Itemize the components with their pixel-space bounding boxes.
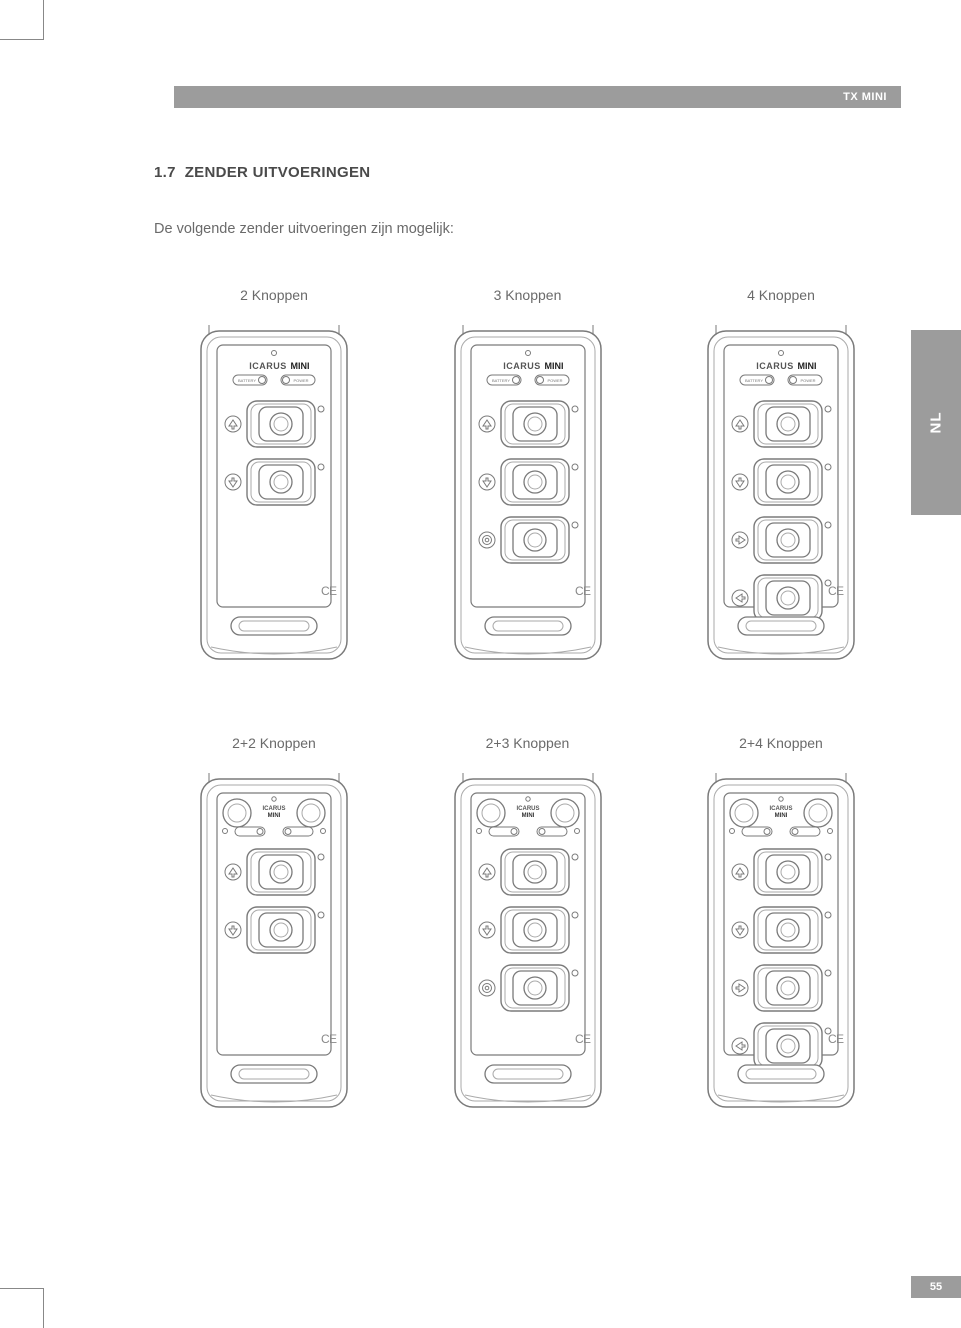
product-name: TX MINI xyxy=(843,91,887,103)
variant-label: 3 Knoppen xyxy=(438,287,618,303)
language-tab: NL xyxy=(911,330,961,515)
section-title: ZENDER UITVOERINGEN xyxy=(185,164,371,181)
svg-text:E: E xyxy=(583,584,591,598)
crop-mark-tl xyxy=(0,0,44,40)
svg-text:MINI: MINI xyxy=(544,361,563,371)
svg-text:MINI: MINI xyxy=(291,361,310,371)
svg-text:MINI: MINI xyxy=(268,813,281,819)
variant-label: 2+4 Knoppen xyxy=(691,735,871,751)
remote-diagram: ICARUSMINICE xyxy=(453,773,603,1113)
remote-diagram: ICARUSMINICE xyxy=(706,773,856,1113)
remote-diagram: ICARUSMINIBATTERYPOWERCE xyxy=(453,325,603,665)
svg-text:ICARUS: ICARUS xyxy=(516,806,539,812)
variant-label: 2 Knoppen xyxy=(184,287,364,303)
remote-illustration: ICARUSMINIBATTERYPOWERCE xyxy=(438,325,618,665)
svg-text:E: E xyxy=(836,584,844,598)
svg-text:BATTERY: BATTERY xyxy=(238,378,256,383)
svg-text:E: E xyxy=(329,584,337,598)
intro-text: De volgende zender uitvoeringen zijn mog… xyxy=(154,221,901,237)
svg-text:ICARUS: ICARUS xyxy=(262,806,285,812)
page-content: TX MINI 1.7 ZENDER UITVOERINGEN De volge… xyxy=(44,40,961,1288)
svg-text:MINI: MINI xyxy=(521,813,534,819)
remote-illustration: ICARUSMINICE xyxy=(184,773,364,1113)
remote-diagram: ICARUSMINIBATTERYPOWERCE xyxy=(706,325,856,665)
svg-text:ICARUS: ICARUS xyxy=(503,361,541,371)
variant-cell: 3 KnoppenICARUSMINIBATTERYPOWERCE xyxy=(438,287,618,665)
header-bar: TX MINI xyxy=(174,86,901,108)
remote-diagram: ICARUSMINIBATTERYPOWERCE xyxy=(199,325,349,665)
svg-text:POWER: POWER xyxy=(547,378,562,383)
svg-text:POWER: POWER xyxy=(800,378,815,383)
remote-illustration: ICARUSMINIBATTERYPOWERCE xyxy=(184,325,364,665)
svg-text:BATTERY: BATTERY xyxy=(491,378,509,383)
section-number: 1.7 xyxy=(154,164,176,181)
variant-cell: 2+2 Knoppen ICARUSMINICE xyxy=(184,735,364,1113)
variant-cell: 2+4 Knoppen ICARUSMINICE xyxy=(691,735,871,1113)
svg-text:MINI: MINI xyxy=(798,361,817,371)
variant-label: 2+2 Knoppen xyxy=(184,735,364,751)
svg-text:ICARUS: ICARUS xyxy=(756,361,794,371)
remote-illustration: ICARUSMINIBATTERYPOWERCE xyxy=(691,325,871,665)
svg-text:E: E xyxy=(583,1032,591,1046)
page-number-badge: 55 xyxy=(911,1276,961,1298)
svg-text:BATTERY: BATTERY xyxy=(745,378,763,383)
svg-text:POWER: POWER xyxy=(293,378,308,383)
svg-text:E: E xyxy=(836,1032,844,1046)
variant-cell: 4 KnoppenICARUSMINIBATTERYPOWERCE xyxy=(691,287,871,665)
row-2: 2+2 Knoppen ICARUSMINICE 2+3 Knoppen ICARUS… xyxy=(154,735,901,1113)
section-heading: 1.7 ZENDER UITVOERINGEN xyxy=(154,164,901,181)
variant-label: 2+3 Knoppen xyxy=(438,735,618,751)
variant-label: 4 Knoppen xyxy=(691,287,871,303)
svg-text:ICARUS: ICARUS xyxy=(249,361,287,371)
crop-mark-bl xyxy=(0,1288,44,1328)
svg-text:E: E xyxy=(329,1032,337,1046)
variant-cell: 2 KnoppenICARUSMINIBATTERYPOWERCE xyxy=(184,287,364,665)
svg-text:ICARUS: ICARUS xyxy=(769,806,792,812)
svg-text:MINI: MINI xyxy=(775,813,788,819)
row-1: 2 KnoppenICARUSMINIBATTERYPOWERCE3 Knopp… xyxy=(154,287,901,665)
variant-cell: 2+3 Knoppen ICARUSMINICE xyxy=(438,735,618,1113)
page-number: 55 xyxy=(930,1281,942,1293)
remote-illustration: ICARUSMINICE xyxy=(438,773,618,1113)
remote-illustration: ICARUSMINICE xyxy=(691,773,871,1113)
remote-diagram: ICARUSMINICE xyxy=(199,773,349,1113)
language-code: NL xyxy=(928,412,945,434)
